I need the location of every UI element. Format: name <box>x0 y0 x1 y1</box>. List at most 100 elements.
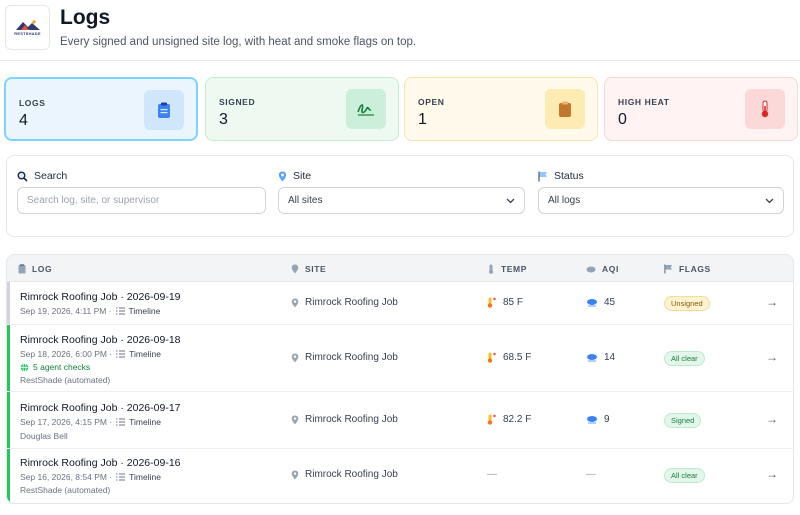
table-row[interactable]: Rimrock Roofing Job · 2026-09-19 Sep 19,… <box>7 282 793 325</box>
thermometer-icon <box>487 297 496 308</box>
site-cell: Rimrock Roofing Job <box>291 352 398 363</box>
status-badge: All clear <box>664 351 705 366</box>
stat-label: HIGH HEAT <box>618 97 670 107</box>
row-accent <box>7 325 10 391</box>
timeline-icon <box>116 473 126 481</box>
column-header-flags[interactable]: FLAGS <box>664 255 711 282</box>
filter-panel: Search Search log, site, or supervisor S… <box>6 155 794 237</box>
clipboard-icon <box>18 263 26 273</box>
stat-value: 3 <box>219 111 228 128</box>
app-logo: RESTSHADE <box>5 5 50 50</box>
row-title[interactable]: Rimrock Roofing Job · 2026-09-16 <box>20 457 181 469</box>
search-label: Search <box>17 170 67 182</box>
map-pin-icon <box>291 415 299 424</box>
arrow-right-icon[interactable]: → <box>766 350 778 364</box>
search-label-text: Search <box>34 170 68 182</box>
column-header-site[interactable]: SITE <box>291 255 326 282</box>
stat-card-logs[interactable]: LOGS 4 <box>4 77 198 141</box>
row-author: RestShade (automated) <box>20 375 111 385</box>
thermometer-icon <box>487 352 496 363</box>
row-author: Douglas Bell <box>20 431 68 441</box>
arrow-right-icon[interactable]: → <box>766 295 778 309</box>
site-select[interactable]: All sites <box>278 187 525 214</box>
map-pin-icon <box>291 264 299 273</box>
thermometer-icon <box>487 414 496 425</box>
temp-cell: 85 F <box>487 297 523 308</box>
stat-label: LOGS <box>19 98 46 108</box>
stat-card-open[interactable]: OPEN 1 <box>404 77 598 141</box>
table-row[interactable]: Rimrock Roofing Job · 2026-09-16 Sep 16,… <box>7 449 793 503</box>
flag-icon <box>664 264 673 273</box>
stat-value: 1 <box>418 111 427 128</box>
table-header: LOG SITE TEMP AQI FLAGS <box>7 255 793 282</box>
stat-label: SIGNED <box>219 97 256 107</box>
cloud-icon <box>586 266 596 272</box>
status-badge: Signed <box>664 413 702 428</box>
site-cell: Rimrock Roofing Job <box>291 414 398 425</box>
logs-table: LOG SITE TEMP AQI FLAGS Rimrock Roofing … <box>6 254 794 504</box>
stat-value: 0 <box>618 111 627 128</box>
flag-icon <box>538 171 547 181</box>
search-placeholder: Search log, site, or supervisor <box>27 195 160 206</box>
table-row[interactable]: Rimrock Roofing Job · 2026-09-18 Sep 18,… <box>7 325 793 392</box>
timeline-link[interactable]: Timeline <box>129 349 161 359</box>
clipboard-open-icon <box>545 89 585 129</box>
timeline-link[interactable]: Timeline <box>129 472 161 482</box>
row-meta: Sep 18, 2026, 6:00 PM · Timeline <box>20 349 161 359</box>
timeline-icon <box>115 307 125 315</box>
arrow-right-icon[interactable]: → <box>766 467 778 481</box>
site-label: Site <box>278 170 311 182</box>
site-cell: Rimrock Roofing Job <box>291 297 398 308</box>
search-icon <box>17 171 28 182</box>
row-accent <box>7 392 10 448</box>
aqi-cell: 45 <box>586 297 615 308</box>
aqi-cell: 14 <box>586 352 615 363</box>
row-meta: Sep 19, 2026, 4:11 PM · Timeline <box>20 306 161 316</box>
row-title[interactable]: Rimrock Roofing Job · 2026-09-18 <box>20 334 181 346</box>
row-title[interactable]: Rimrock Roofing Job · 2026-09-17 <box>20 402 181 414</box>
agent-checks[interactable]: 5 agent checks <box>20 362 90 372</box>
timeline-link[interactable]: Timeline <box>129 417 161 427</box>
page-title: Logs <box>60 6 111 29</box>
stat-label: OPEN <box>418 97 445 107</box>
timeline-link[interactable]: Timeline <box>128 306 161 316</box>
row-accent <box>7 449 10 503</box>
site-select-value: All sites <box>288 195 323 206</box>
temp-cell: 68.5 F <box>487 352 531 363</box>
search-input[interactable]: Search log, site, or supervisor <box>17 187 266 214</box>
status-select[interactable]: All logs <box>538 187 784 214</box>
stat-card-signed[interactable]: SIGNED 3 <box>205 77 399 141</box>
column-header-aqi[interactable]: AQI <box>586 255 619 282</box>
map-pin-icon <box>278 171 287 181</box>
thermometer-icon <box>489 264 493 274</box>
status-select-value: All logs <box>548 195 581 206</box>
aqi-cell: 9 <box>586 414 610 425</box>
status-badge: All clear <box>664 468 705 483</box>
map-pin-icon <box>291 298 299 307</box>
status-label: Status <box>538 170 584 182</box>
map-pin-icon <box>291 470 299 479</box>
table-row[interactable]: Rimrock Roofing Job · 2026-09-17 Sep 17,… <box>7 392 793 449</box>
mountain-logo-icon <box>15 19 40 30</box>
smoke-cloud-icon <box>587 415 597 423</box>
arrow-right-icon[interactable]: → <box>766 412 778 426</box>
chevron-down-icon <box>765 198 774 203</box>
timeline-icon <box>116 418 126 426</box>
globe-icon <box>20 362 29 372</box>
signature-icon <box>346 89 386 129</box>
status-badge: Unsigned <box>664 296 710 311</box>
row-title[interactable]: Rimrock Roofing Job · 2026-09-19 <box>20 291 181 303</box>
thermometer-icon <box>745 89 785 129</box>
row-meta: Sep 17, 2026, 4:15 PM · Timeline <box>20 417 161 427</box>
column-header-log[interactable]: LOG <box>18 255 52 282</box>
site-cell: Rimrock Roofing Job <box>291 469 398 480</box>
temp-cell: — <box>487 469 497 480</box>
status-label-text: Status <box>554 170 584 182</box>
map-pin-icon <box>291 353 299 362</box>
stat-value: 4 <box>19 112 28 129</box>
column-header-temp[interactable]: TEMP <box>487 255 527 282</box>
stat-card-high-heat[interactable]: HIGH HEAT 0 <box>604 77 798 141</box>
row-accent <box>7 282 10 324</box>
row-author: RestShade (automated) <box>20 485 111 495</box>
site-label-text: Site <box>293 170 312 182</box>
